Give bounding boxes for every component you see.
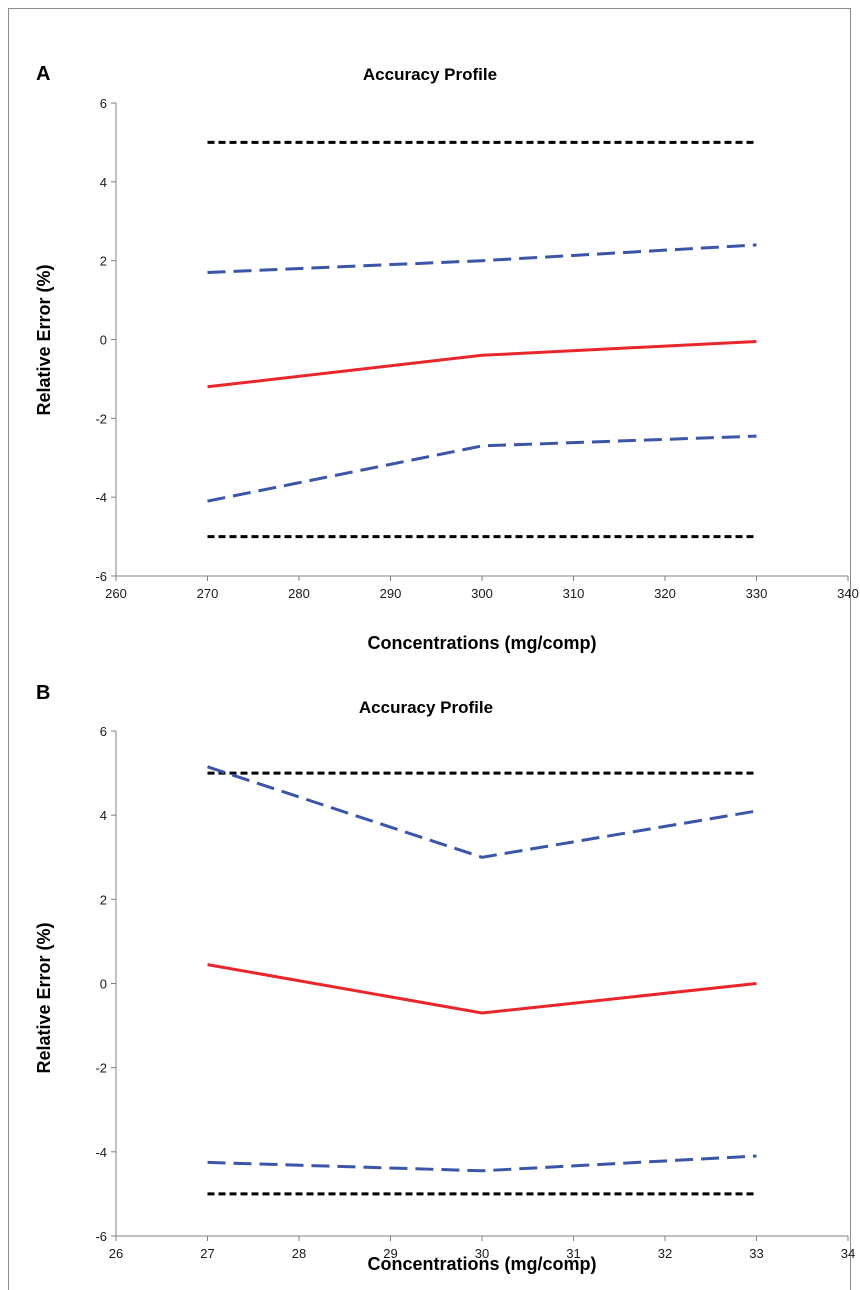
series-group-a	[207, 140, 757, 539]
y-tick-label: 6	[100, 96, 107, 111]
panel-a: A Accuracy Profile 6 4 2 0 -2 -4 -6 260 270 280 29…	[34, 63, 859, 653]
axes-a	[115, 103, 848, 577]
y-tick-label: 0	[100, 977, 107, 992]
chart-title-a: Accuracy Profile	[363, 65, 497, 84]
series-line-relative-bias	[207, 963, 757, 1015]
y-tick-label: 2	[100, 892, 107, 907]
y-tick-label: -6	[95, 569, 107, 584]
panel-b: B Accuracy Profile 6 4 2 0 -2 -4 -6 26 27 28 29 30 3…	[0, 668, 860, 1290]
panel-label-a: A	[36, 63, 50, 85]
series-line-upper-tolerance-limit	[207, 243, 757, 274]
x-tick-label: 27	[200, 1246, 214, 1261]
panel-label-b: B	[36, 682, 50, 704]
series-line-upper-tolerance-limit	[207, 765, 757, 859]
x-axis-title-a: Concentrations (mg/comp)	[367, 633, 596, 653]
y-tick-label: 4	[100, 175, 107, 190]
x-tick-label: 26	[109, 1246, 123, 1261]
x-tick-label: 310	[563, 586, 585, 601]
x-tick-label: 280	[288, 586, 310, 601]
axes-b	[115, 731, 848, 1237]
x-axis-title-b: Concentrations (mg/comp)	[367, 1254, 596, 1274]
chart-title-b: Accuracy Profile	[359, 698, 493, 717]
x-tick-label: 330	[746, 586, 768, 601]
y-tick-label: -2	[95, 411, 107, 426]
x-tick-label: 340	[837, 586, 859, 601]
series-group-b	[207, 765, 757, 1196]
figure-frame	[8, 8, 851, 1290]
ticks-b: 6 4 2 0 -2 -4 -626 27 28 29 30 31 32 33 34	[95, 724, 855, 1261]
y-tick-label: 2	[100, 254, 107, 269]
y-tick-label: 6	[100, 724, 107, 739]
ticks-a: 6 4 2 0 -2 -4 -6 260 270 280 290 300 310 320 330 340	[95, 96, 858, 601]
chart-b-svg: B Accuracy Profile 6 4 2 0 -2 -4 -626 27 28 29 30 3…	[34, 682, 855, 1274]
x-tick-label: 270	[197, 586, 219, 601]
x-tick-label: 33	[749, 1246, 763, 1261]
y-tick-label: -2	[95, 1061, 107, 1076]
chart-a-svg: A Accuracy Profile 6 4 2 0 -2 -4 -6 260 270 280 29…	[34, 63, 859, 653]
y-tick-label: 4	[100, 808, 107, 823]
x-tick-label: 29	[383, 1246, 397, 1261]
x-tick-label: 32	[658, 1246, 672, 1261]
y-axis-title-b: Relative Error (%)	[34, 922, 54, 1073]
x-tick-label: 31	[566, 1246, 580, 1261]
x-tick-label: 28	[292, 1246, 306, 1261]
x-tick-label: 260	[105, 586, 127, 601]
x-tick-label: 300	[471, 586, 493, 601]
series-line-relative-bias	[207, 340, 757, 389]
y-tick-label: -4	[95, 1145, 107, 1160]
y-tick-label: -6	[95, 1229, 107, 1244]
y-tick-label: -4	[95, 490, 107, 505]
x-tick-label: 34	[841, 1246, 855, 1261]
series-line-lower-tolerance-limit	[207, 1154, 757, 1173]
y-axis-title-a: Relative Error (%)	[34, 264, 54, 415]
x-tick-label: 320	[654, 586, 676, 601]
y-tick-label: 0	[100, 333, 107, 348]
x-tick-label: 30	[475, 1246, 489, 1261]
series-line-lower-tolerance-limit	[207, 434, 757, 503]
x-tick-label: 290	[380, 586, 402, 601]
